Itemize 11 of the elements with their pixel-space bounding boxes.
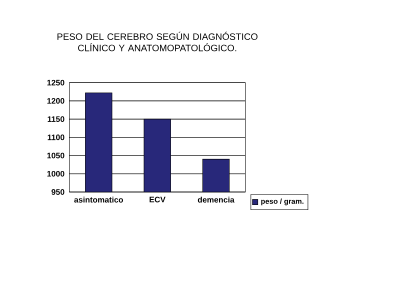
chart-title: PESO DEL CEREBRO SEGÚN DIAGNÓSTICO CLÍNICO Y ANATOMOPATOLÓGICO.: [57, 32, 258, 52]
x-tick-label: demencia: [198, 196, 234, 203]
y-tick-label: 950: [52, 189, 64, 195]
y-tick-label: 1250: [47, 80, 64, 86]
x-tick-label: asintomatico: [74, 196, 124, 203]
y-tick-label: 1150: [48, 116, 64, 122]
x-tick-label: ECV: [150, 196, 166, 202]
y-tick-label: 1200: [47, 98, 64, 104]
y-tick-label: 1100: [48, 134, 64, 140]
y-tick-label: 1050: [47, 152, 64, 158]
y-tick-label: 1000: [47, 170, 64, 177]
